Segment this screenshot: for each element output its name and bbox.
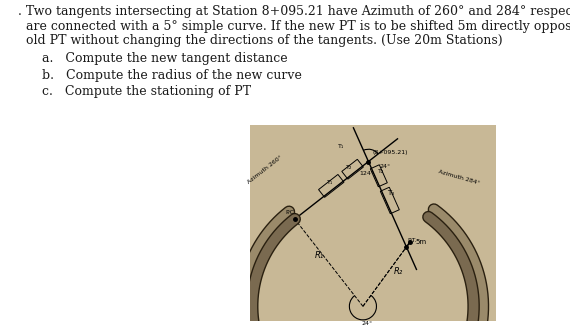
Text: T₁: T₁ [338, 144, 344, 149]
Text: T₁: T₁ [327, 180, 333, 185]
Polygon shape [250, 125, 496, 321]
Text: 24°: 24° [361, 321, 372, 326]
Text: Azimuth 260°: Azimuth 260° [247, 154, 283, 185]
Text: 5m: 5m [415, 239, 426, 245]
Text: . Two tangents intersecting at Station 8+095.21 have Azimuth of 260° and 284° re: . Two tangents intersecting at Station 8… [18, 5, 570, 18]
Text: R₁: R₁ [315, 251, 324, 260]
Text: old PT without changing the directions of the tangents. (Use 20m Stations): old PT without changing the directions o… [18, 34, 503, 48]
Text: T₂: T₂ [378, 169, 384, 174]
Text: 24°: 24° [380, 164, 390, 169]
Text: R₂: R₂ [394, 267, 403, 276]
Text: b.   Compute the radius of the new curve: b. Compute the radius of the new curve [42, 69, 302, 82]
Text: P.T.: P.T. [407, 238, 417, 243]
Text: Azimuth 284°: Azimuth 284° [438, 169, 481, 186]
Text: 124°: 124° [360, 171, 374, 176]
Text: c.   Compute the stationing of PT: c. Compute the stationing of PT [42, 85, 251, 98]
Text: are connected with a 5° simple curve. If the new PT is to be shifted 5m directly: are connected with a 5° simple curve. If… [18, 20, 570, 33]
Text: P.C.: P.C. [286, 210, 296, 215]
Text: T₃: T₃ [388, 190, 394, 196]
Text: (8+095.21): (8+095.21) [372, 150, 408, 155]
Text: T₂: T₂ [346, 165, 353, 170]
Text: a.   Compute the new tangent distance: a. Compute the new tangent distance [42, 52, 288, 66]
